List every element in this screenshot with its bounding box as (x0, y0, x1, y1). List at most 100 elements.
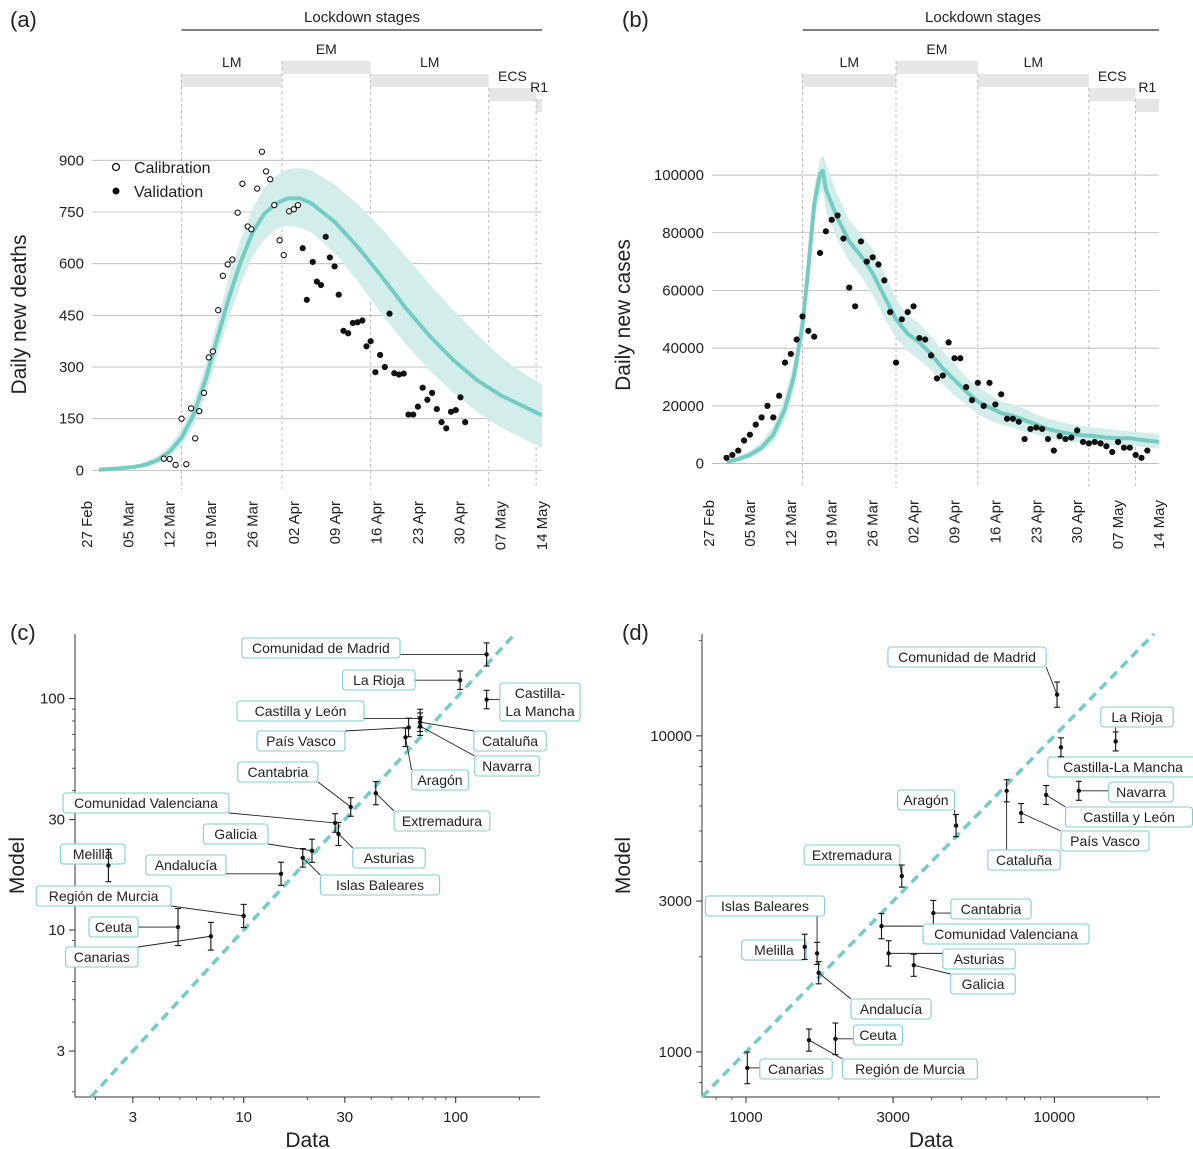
validation-point (998, 391, 1005, 398)
validation-point (317, 281, 325, 289)
y-tick-label: 600 (59, 256, 84, 273)
stage-bar (1135, 99, 1159, 112)
validation-point (805, 327, 812, 334)
validation-point (992, 401, 999, 408)
validation-point (904, 309, 911, 316)
validation-point (1144, 447, 1151, 454)
stage-bar (282, 61, 371, 74)
validation-point (746, 431, 754, 438)
validation-point (787, 350, 794, 358)
validation-point (752, 421, 759, 428)
region-point (806, 1037, 812, 1043)
validation-point (405, 411, 412, 418)
x-axis-label: Data (909, 1129, 954, 1149)
region-point (208, 934, 214, 939)
region-point (278, 871, 284, 876)
label-connector (302, 857, 321, 876)
panel-label-c: (c) (10, 620, 36, 645)
label-box (237, 761, 319, 783)
region-label-line: Asturias (364, 850, 415, 866)
legend-validation-label: Validation (134, 184, 203, 201)
validation-point (322, 233, 329, 240)
region-label-line: Ceuta (859, 1027, 897, 1043)
region-point (816, 970, 821, 975)
region-label-line: Aragón (903, 792, 948, 808)
region-point (336, 831, 341, 837)
validation-point (781, 359, 789, 366)
x-tick-label: 16 Apr (987, 500, 1004, 543)
validation-point (414, 403, 422, 410)
label-box (145, 854, 227, 876)
y-tick-label: 900 (59, 152, 84, 169)
region-label: Extremadura (402, 813, 482, 829)
legend-calibration-label: Calibration (134, 160, 210, 177)
validation-point (381, 363, 388, 371)
region-label-line: Navarra (1116, 784, 1166, 800)
validation-point (313, 278, 320, 285)
region-label-line: Islas Baleares (336, 877, 424, 893)
validation-point (723, 454, 730, 461)
calibration-point (160, 455, 167, 462)
label-box (950, 973, 1016, 995)
region-label: Castilla-La Mancha (1063, 759, 1183, 775)
region-label: Islas Baleares (721, 898, 809, 914)
validation-point (1091, 438, 1098, 446)
model-line (726, 168, 1160, 465)
region-label-line: Castilla-La Mancha (1063, 759, 1183, 775)
label-box (256, 730, 346, 752)
validation-point (729, 451, 736, 459)
calibration-point (215, 307, 222, 314)
y-tick-label: 100000 (654, 167, 704, 184)
region-point (814, 951, 820, 956)
label-box (202, 823, 269, 845)
x-tick-label: 05 Mar (742, 500, 759, 547)
validation-point (968, 397, 976, 404)
validation-point (372, 369, 379, 376)
label-connector (267, 843, 313, 852)
validation-point (963, 384, 970, 391)
region-label: Comunidad de Madrid (252, 640, 390, 656)
label-box (241, 637, 401, 659)
calibration-point (280, 251, 287, 259)
validation-point (1050, 447, 1057, 454)
validation-point (331, 263, 338, 270)
x-axis-label: Data (285, 1129, 330, 1149)
y-tick-label: 10 (48, 922, 65, 939)
label-connector (818, 972, 852, 1000)
label-box (1100, 706, 1174, 728)
region-label: Islas Baleares (336, 877, 424, 893)
region-label: Comunidad Valenciana (74, 795, 218, 811)
validation-point (447, 408, 455, 415)
label-box (474, 755, 540, 777)
region-label-line: Castilla y León (255, 703, 347, 719)
label-box (88, 916, 139, 938)
label-connector (420, 721, 474, 732)
region-point (373, 791, 378, 796)
region-point (484, 697, 489, 702)
validation-point (1039, 425, 1046, 433)
region-point (1004, 788, 1009, 794)
validation-point (1074, 427, 1081, 434)
legend: Calibration Validation (111, 160, 210, 201)
region-point (1076, 788, 1082, 794)
stage-label: LM (420, 54, 439, 70)
region-label-line: Cataluña (482, 733, 538, 749)
stage-bar (181, 74, 282, 87)
calibration-point (166, 455, 173, 463)
region-label: Navarra (482, 758, 532, 774)
region-label: Cataluña (482, 733, 538, 749)
x-tick-label: 27 Feb (79, 501, 96, 548)
calibration-point (290, 206, 297, 213)
validation-point (462, 419, 469, 426)
region-label-line: Comunidad de Madrid (898, 649, 1036, 665)
calibration-point (224, 261, 231, 268)
stage-label: EM (926, 41, 947, 57)
validation-point (945, 339, 952, 346)
calibration-point (178, 415, 185, 422)
region-label-line: Comunidad Valenciana (934, 926, 1078, 942)
validation-point (758, 414, 765, 421)
region-label-line: Melilla (754, 942, 794, 958)
calibration-point (200, 389, 208, 397)
validation-point (916, 334, 923, 342)
region-label-line: La Rioja (353, 672, 405, 688)
